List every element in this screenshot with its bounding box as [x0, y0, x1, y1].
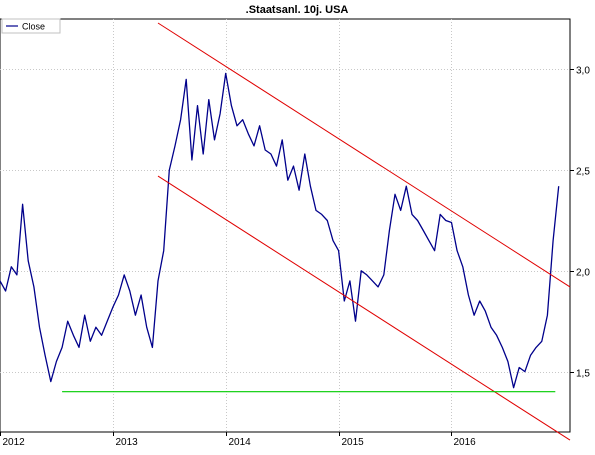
x-tick-label: 2016: [454, 437, 477, 448]
y-tick-label: 3,0: [576, 66, 590, 77]
upper-channel-line: [157, 22, 571, 288]
x-tick-label: 2012: [3, 437, 26, 448]
axis-layer: 2012 2013 2014 2015 2016 1,5 2,0 2,5 3,0: [0, 66, 590, 448]
legend-box: [1, 18, 61, 34]
x-tick-label: 2014: [229, 437, 252, 448]
lower-channel-line: [157, 175, 571, 441]
grid-layer: [0, 19, 570, 432]
chart-title: .Staatsanl. 10j. USA: [246, 4, 349, 16]
y-tick-label: 1,5: [576, 369, 590, 380]
y-tick-label: 2,0: [576, 268, 590, 279]
x-tick-label: 2015: [342, 437, 365, 448]
x-tick-label: 2013: [116, 437, 139, 448]
legend: Close: [1, 18, 61, 34]
y-tick-label: 2,5: [576, 167, 590, 178]
line-layer: [0, 22, 571, 441]
legend-label-close: Close: [22, 22, 45, 32]
plot-area: [0, 18, 571, 433]
close-series-line: [0, 72, 560, 389]
